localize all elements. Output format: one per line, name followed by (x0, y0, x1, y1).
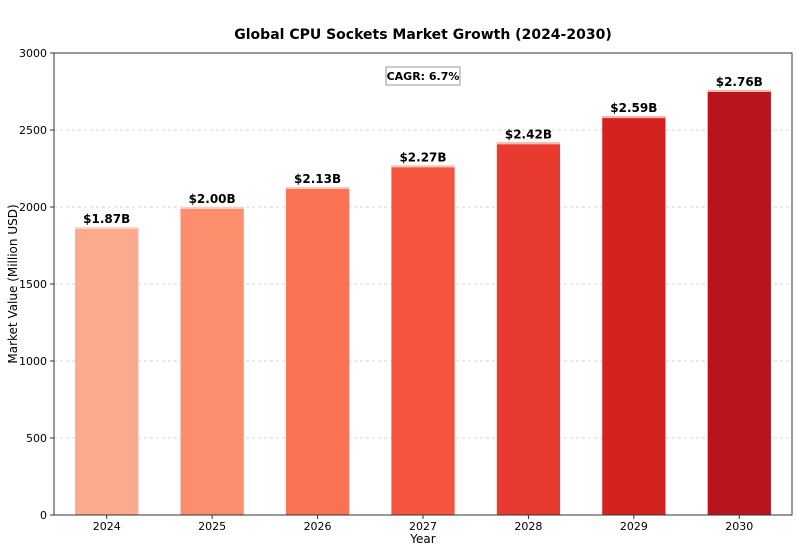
data-label: $2.76B (716, 75, 763, 89)
x-tick-label: 2026 (304, 520, 332, 533)
y-axis-ticks: 0 500 1000 1500 2000 2500 3000 (19, 47, 54, 522)
data-label: $2.59B (610, 101, 657, 115)
x-axis-label: Year (409, 532, 435, 546)
x-tick-label: 2030 (725, 520, 753, 533)
y-tick-label: 1500 (19, 278, 47, 291)
cagr-box (385, 66, 461, 86)
y-tick-label: 0 (40, 509, 47, 522)
y-tick-label: 3000 (19, 47, 47, 60)
x-tick-label: 2028 (514, 520, 542, 533)
x-tick-label: 2027 (409, 520, 437, 533)
cagr-annotation: CAGR: 6.7% (385, 66, 461, 86)
y-axis-label: Market Value (Million USD) (6, 204, 20, 363)
data-label: $1.87B (83, 212, 130, 226)
bars (75, 89, 771, 516)
x-tick-label: 2029 (620, 520, 648, 533)
y-tick-label: 2000 (19, 201, 47, 214)
y-tick-label: 1000 (19, 355, 47, 368)
bar (285, 186, 350, 516)
bar (75, 227, 139, 515)
bar (707, 89, 771, 516)
bar (180, 207, 244, 515)
data-label: $2.00B (189, 192, 236, 206)
data-label: $2.42B (505, 127, 552, 141)
x-tick-label: 2025 (198, 520, 226, 533)
bar (391, 165, 455, 516)
bar (496, 142, 561, 515)
x-tick-label: 2024 (93, 520, 121, 533)
data-labels: $1.87B $2.00B $2.13B $2.27B $2.42B $2.59B $2.7… (83, 75, 763, 226)
y-tick-label: 500 (26, 432, 47, 445)
chart-title: Global CPU Sockets Market Growth (2024-2… (234, 27, 611, 43)
x-axis-ticks: 2024 2025 2026 2027 2028 2029 2030 (93, 515, 753, 533)
bar (602, 116, 666, 515)
data-label: $2.13B (294, 172, 341, 186)
cagr-label: CAGR: 6.7% (387, 70, 460, 83)
data-label: $2.27B (399, 150, 446, 164)
y-tick-label: 2500 (19, 124, 47, 137)
